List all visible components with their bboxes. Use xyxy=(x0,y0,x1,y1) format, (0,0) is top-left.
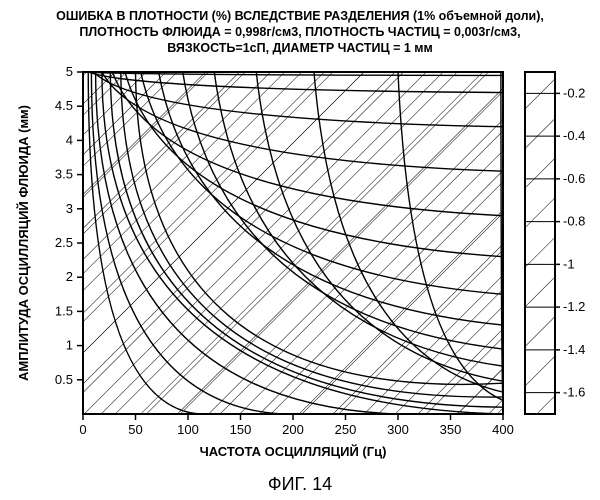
x-tick-label: 150 xyxy=(230,422,252,437)
colorbar-hatch xyxy=(525,72,555,414)
x-axis-label: ЧАСТОТА ОСЦИЛЛЯЦИЙ (Гц) xyxy=(200,444,387,459)
colorbar-tick-label: -0.4 xyxy=(563,128,585,143)
y-tick-label: 1 xyxy=(66,338,73,353)
colorbar-tick-label: -1.4 xyxy=(563,342,585,357)
x-tick-label: 0 xyxy=(79,422,86,437)
figure-label: ФИГ. 14 xyxy=(268,474,332,494)
y-axis-label: АМПЛИТУДА ОСЦИЛЛЯЦИЙ ФЛЮИДА (мм) xyxy=(16,105,31,381)
contour-plot-figure: ОШИБКА В ПЛОТНОСТИ (%) ВСЛЕДСТВИЕ РАЗДЕЛ… xyxy=(0,0,600,500)
y-tick-label: 4.5 xyxy=(55,98,73,113)
title-line: ПЛОТНОСТЬ ФЛЮИДА = 0,998г/см3, ПЛОТНОСТЬ… xyxy=(79,25,520,39)
x-tick-label: 50 xyxy=(128,422,142,437)
colorbar-tick-label: -0.8 xyxy=(563,214,585,229)
y-tick-label: 5 xyxy=(66,64,73,79)
x-tick-label: 400 xyxy=(492,422,514,437)
y-tick-label: 1.5 xyxy=(55,303,73,318)
y-tick-label: 2.5 xyxy=(55,235,73,250)
title-line: ВЯЗКОСТЬ=1сП, ДИАМЕТР ЧАСТИЦ = 1 мм xyxy=(167,41,433,55)
x-tick-label: 250 xyxy=(335,422,357,437)
colorbar-tick-label: -0.6 xyxy=(563,171,585,186)
x-tick-label: 200 xyxy=(282,422,304,437)
colorbar-tick-label: -1.6 xyxy=(563,385,585,400)
y-tick-label: 4 xyxy=(66,132,73,147)
colorbar-tick-label: -1.2 xyxy=(563,299,585,314)
y-tick-label: 0.5 xyxy=(55,372,73,387)
colorbar-tick-label: -1 xyxy=(563,256,575,271)
colorbar-tick-label: -0.2 xyxy=(563,85,585,100)
x-tick-label: 350 xyxy=(440,422,462,437)
y-tick-label: 3.5 xyxy=(55,167,73,182)
x-tick-label: 100 xyxy=(177,422,199,437)
hatch-b xyxy=(83,72,503,414)
title-line: ОШИБКА В ПЛОТНОСТИ (%) ВСЛЕДСТВИЕ РАЗДЕЛ… xyxy=(56,9,544,23)
y-tick-label: 2 xyxy=(66,269,73,284)
y-tick-label: 3 xyxy=(66,201,73,216)
x-tick-label: 300 xyxy=(387,422,409,437)
